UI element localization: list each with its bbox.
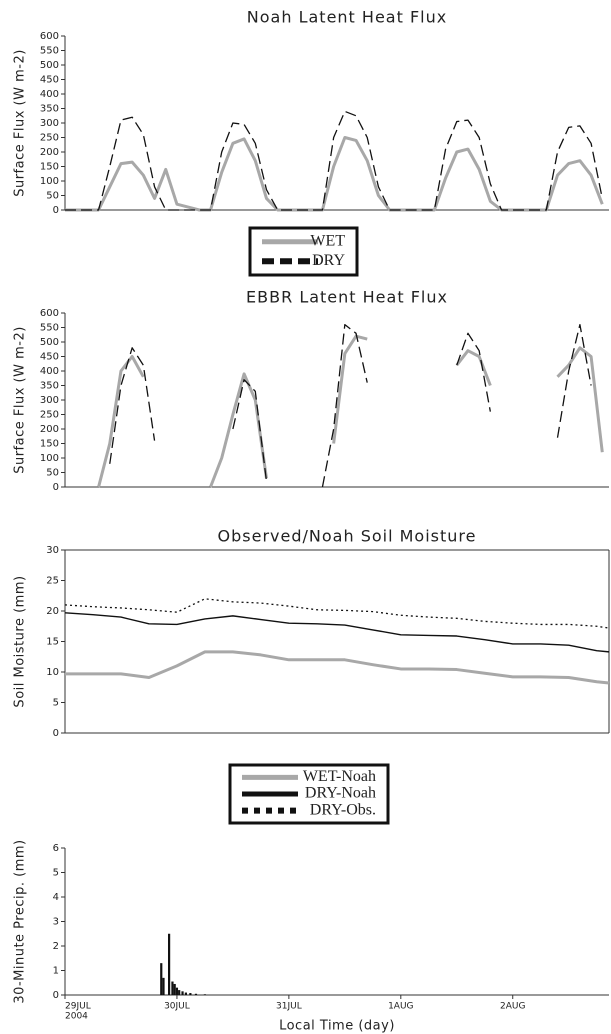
y-tick-label: 50 bbox=[46, 191, 59, 202]
y-tick-label: 300 bbox=[40, 395, 59, 406]
y-tick-label: 550 bbox=[40, 46, 59, 57]
legend-label: DRY bbox=[312, 252, 345, 269]
y-tick-label: 500 bbox=[40, 60, 59, 71]
y-axis-label: Surface Flux (W m-2) bbox=[13, 326, 28, 474]
y-tick-label: 600 bbox=[40, 308, 59, 319]
y-tick-label: 5 bbox=[53, 868, 59, 879]
y-tick-label: 100 bbox=[40, 176, 59, 187]
legend: WET DRY bbox=[248, 226, 359, 277]
y-tick-label: 450 bbox=[40, 352, 59, 363]
legend-box bbox=[248, 226, 359, 277]
y-tick-label: 250 bbox=[40, 133, 59, 144]
y-tick-label: 0 bbox=[53, 990, 59, 1001]
x-tick-sublabel: 2004 bbox=[65, 1012, 88, 1022]
y-tick-label: 350 bbox=[40, 381, 59, 392]
y-tick-label: 500 bbox=[40, 337, 59, 348]
y-axis-label: 30-Minute Precip. (mm) bbox=[13, 839, 28, 1003]
bar bbox=[160, 963, 163, 995]
series-line bbox=[65, 110, 603, 211]
x-tick-label: 30JUL bbox=[164, 1002, 190, 1012]
bar bbox=[184, 992, 187, 995]
legend-label: DRY-Obs. bbox=[310, 801, 376, 818]
y-tick-label: 350 bbox=[40, 104, 59, 115]
y-tick-label: 3 bbox=[53, 917, 59, 928]
y-tick-label: 1 bbox=[53, 966, 59, 977]
bar bbox=[167, 933, 171, 995]
y-tick-label: 100 bbox=[40, 453, 59, 464]
y-tick-label: 20 bbox=[46, 606, 59, 617]
y-tick-label: 550 bbox=[40, 323, 59, 334]
bar bbox=[178, 990, 181, 995]
y-axis-label: Surface Flux (W m-2) bbox=[13, 49, 28, 197]
chart-title: Observed/Noah Soil Moisture bbox=[218, 527, 477, 546]
bar bbox=[181, 991, 184, 995]
bar bbox=[171, 981, 174, 995]
y-tick-label: 15 bbox=[46, 637, 59, 648]
x-tick-label: 2AUG bbox=[500, 1002, 525, 1012]
y-tick-label: 200 bbox=[40, 424, 59, 435]
y-tick-label: 150 bbox=[40, 162, 59, 173]
x-tick-label: 31JUL bbox=[276, 1002, 302, 1012]
y-tick-label: 0 bbox=[53, 205, 59, 216]
y-tick-label: 30 bbox=[46, 545, 59, 556]
y-tick-label: 25 bbox=[46, 576, 59, 587]
x-tick-label: 1AUG bbox=[388, 1002, 413, 1012]
bar bbox=[173, 983, 176, 995]
chart-title: Noah Latent Heat Flux bbox=[247, 8, 447, 27]
bar bbox=[189, 993, 192, 995]
y-tick-label: 0 bbox=[53, 482, 59, 493]
y-tick-label: 10 bbox=[46, 667, 59, 678]
y-tick-label: 300 bbox=[40, 118, 59, 129]
bar bbox=[194, 993, 198, 995]
y-tick-label: 450 bbox=[40, 75, 59, 86]
series-line bbox=[109, 323, 592, 488]
y-tick-label: 0 bbox=[53, 728, 59, 739]
y-tick-label: 400 bbox=[40, 366, 59, 377]
y-axis-label: Soil Moisture (mm) bbox=[13, 575, 28, 707]
legend-label: WET bbox=[310, 232, 345, 249]
x-axis-label: Local Time (day) bbox=[279, 1019, 395, 1034]
y-tick-label: 5 bbox=[53, 698, 59, 709]
y-tick-label: 2 bbox=[53, 941, 59, 952]
series-line bbox=[64, 612, 610, 653]
bar bbox=[203, 994, 207, 995]
series-line bbox=[65, 650, 610, 685]
series-line bbox=[64, 598, 610, 629]
bar bbox=[162, 977, 165, 995]
x-tick-label: 29JUL bbox=[65, 1002, 91, 1012]
legend-label: DRY-Noah bbox=[305, 785, 376, 802]
bar bbox=[175, 987, 179, 995]
series-line bbox=[65, 136, 604, 212]
legend-label: WET-Noah bbox=[303, 768, 376, 785]
y-tick-label: 150 bbox=[40, 439, 59, 450]
y-tick-label: 400 bbox=[40, 89, 59, 100]
series-line bbox=[97, 334, 604, 488]
y-tick-label: 200 bbox=[40, 147, 59, 158]
chart-title: EBBR Latent Heat Flux bbox=[246, 288, 448, 307]
y-tick-label: 600 bbox=[40, 31, 59, 42]
y-tick-label: 250 bbox=[40, 410, 59, 421]
y-tick-label: 4 bbox=[53, 892, 59, 903]
y-tick-label: 6 bbox=[53, 843, 59, 854]
y-tick-label: 50 bbox=[46, 468, 59, 479]
